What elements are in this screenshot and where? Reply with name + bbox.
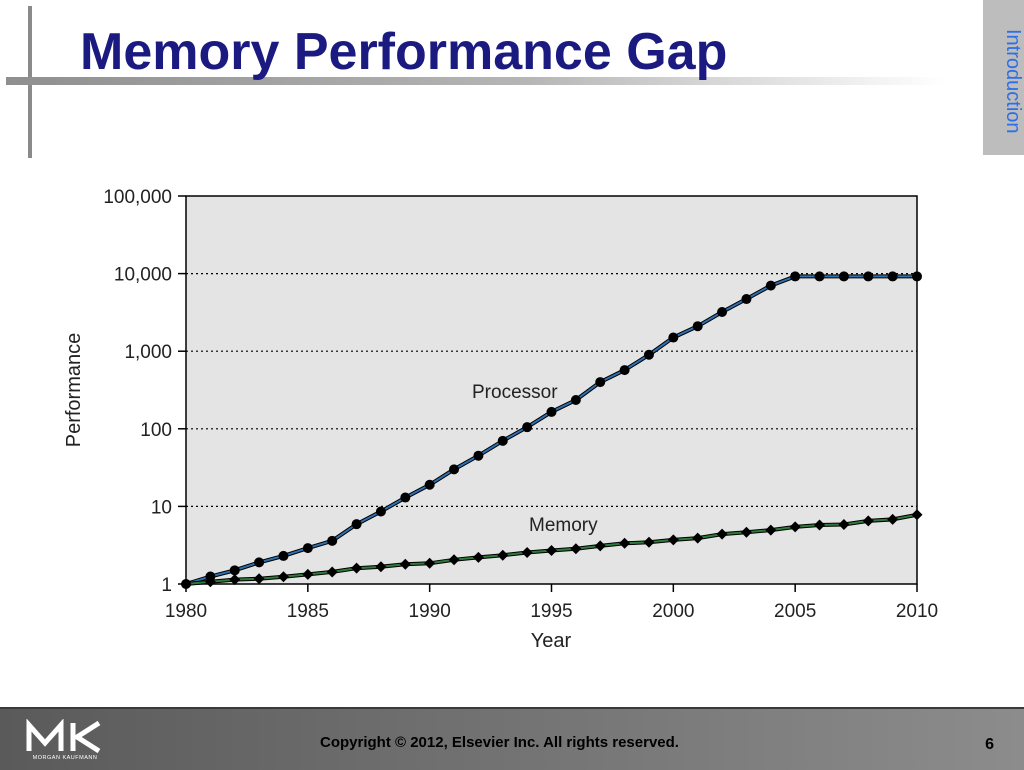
x-tick-label: 1985: [287, 601, 329, 622]
x-tick-label: 1980: [165, 601, 207, 622]
data-point-memory: [497, 549, 509, 561]
data-point-memory: [619, 537, 631, 549]
data-point-memory: [521, 546, 533, 558]
data-point-processor: [912, 271, 922, 282]
data-point-memory: [789, 521, 801, 533]
section-label: Introduction: [1002, 29, 1024, 134]
data-point-processor: [863, 271, 874, 282]
footer-bar: MORGAN KAUFMANN Copyright © 2012, Elsevi…: [0, 707, 1024, 770]
data-point-processor: [351, 519, 362, 530]
data-point-memory: [862, 515, 874, 527]
data-point-processor: [546, 406, 557, 417]
data-point-memory: [399, 558, 411, 570]
data-point-processor: [643, 349, 654, 360]
title-underline-bar: [6, 77, 946, 85]
data-point-processor: [765, 280, 776, 291]
data-point-processor: [717, 307, 728, 318]
data-point-memory: [375, 561, 387, 573]
data-point-processor: [619, 365, 630, 376]
y-tick-label: 10: [151, 497, 172, 518]
data-point-memory: [253, 573, 265, 585]
section-tab: Introduction: [983, 0, 1024, 155]
y-tick-label: 100,000: [103, 187, 172, 208]
data-point-processor: [522, 422, 533, 433]
data-point-memory: [351, 562, 363, 574]
data-point-memory: [643, 536, 655, 548]
x-tick-label: 2005: [774, 601, 816, 622]
data-point-processor: [473, 450, 484, 461]
data-point-memory: [765, 524, 777, 536]
mk-logo-icon: MORGAN KAUFMANN: [25, 718, 105, 763]
y-axis-title: Performance: [63, 333, 85, 448]
data-point-processor: [375, 506, 386, 517]
data-point-memory: [740, 526, 752, 538]
data-point-memory: [692, 532, 704, 544]
data-point-memory: [594, 540, 606, 552]
data-point-memory: [838, 518, 850, 530]
data-point-memory: [472, 551, 484, 563]
x-tick-label: 2010: [896, 601, 938, 622]
series-label-memory: Memory: [529, 515, 598, 536]
data-point-memory: [546, 545, 557, 557]
data-point-memory: [180, 578, 192, 590]
data-point-memory: [887, 513, 899, 525]
slide-title: Memory Performance Gap: [80, 23, 728, 81]
data-point-processor: [254, 557, 265, 568]
data-point-processor: [692, 321, 703, 332]
x-tick-label: 1995: [530, 601, 572, 622]
logo-text: MORGAN KAUFMANN: [32, 755, 98, 761]
y-tick-label: 10,000: [114, 265, 172, 286]
y-tick-label: 100: [140, 420, 172, 441]
data-point-processor: [400, 492, 411, 503]
x-axis-ticks: 1980 1985 1990 1995 2000 2005 2010: [165, 584, 938, 622]
data-point-processor: [302, 543, 313, 554]
data-point-memory: [229, 574, 241, 586]
data-point-memory: [424, 557, 436, 569]
data-point-processor: [449, 464, 460, 475]
data-point-processor: [570, 395, 581, 406]
data-point-processor: [814, 271, 825, 282]
y-axis-ticks: 1 10 100 1,000 10,000 100,000: [103, 187, 186, 596]
data-point-memory: [814, 519, 826, 531]
data-point-memory: [448, 554, 460, 566]
data-point-memory: [667, 534, 679, 546]
page-number: 6: [985, 736, 994, 753]
performance-chart: 1 10 100 1,000 10,000 100,000 1980 1985 1990 199…: [63, 187, 938, 652]
data-point-processor: [278, 550, 289, 561]
data-point-processor: [229, 565, 240, 576]
data-point-processor: [424, 479, 435, 490]
data-point-processor: [668, 332, 679, 343]
data-point-processor: [327, 535, 338, 546]
data-point-memory: [277, 571, 289, 583]
x-axis-title: Year: [531, 630, 572, 652]
data-point-processor: [497, 435, 508, 446]
data-point-processor: [838, 271, 849, 282]
data-point-processor: [741, 294, 752, 305]
x-tick-label: 1990: [409, 601, 451, 622]
data-point-memory: [570, 543, 582, 555]
data-point-processor: [790, 271, 801, 282]
data-point-memory: [911, 509, 923, 521]
series-layer: [180, 271, 923, 590]
data-point-memory: [302, 568, 314, 580]
copyright-text: Copyright © 2012, Elsevier Inc. All righ…: [320, 734, 679, 751]
y-tick-label: 1: [161, 575, 172, 596]
gridlines: [186, 273, 917, 507]
x-tick-label: 2000: [652, 601, 694, 622]
data-point-processor: [595, 377, 606, 388]
data-point-memory: [204, 576, 216, 588]
data-point-memory: [716, 528, 728, 540]
series-label-processor: Processor: [472, 382, 558, 403]
data-point-memory: [326, 566, 338, 578]
y-tick-label: 1,000: [124, 342, 172, 363]
data-point-processor: [887, 271, 898, 282]
